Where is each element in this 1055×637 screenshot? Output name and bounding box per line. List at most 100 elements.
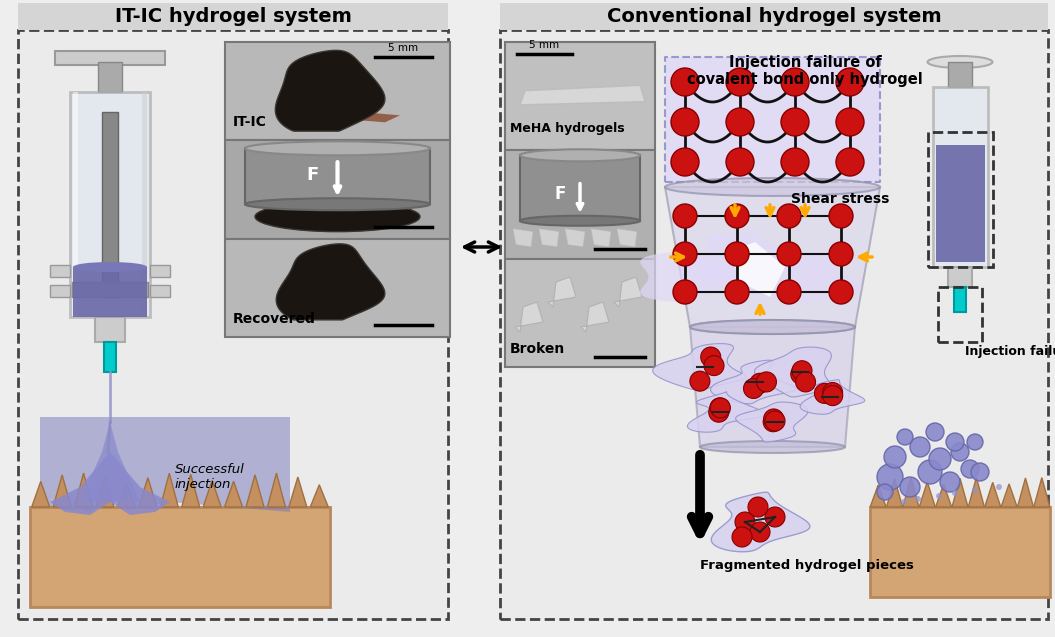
Polygon shape [640,252,738,302]
Text: Recovered: Recovered [233,312,315,326]
Bar [870,507,1050,597]
Ellipse shape [701,441,845,453]
Circle shape [781,108,809,136]
Ellipse shape [927,56,993,68]
Circle shape [929,448,951,470]
Ellipse shape [73,262,147,272]
Circle shape [996,484,1002,490]
Polygon shape [276,244,385,320]
Bar [505,150,655,259]
Circle shape [884,446,906,468]
Polygon shape [581,302,609,332]
Bar [30,507,330,607]
Circle shape [747,371,767,391]
Text: Shear stress: Shear stress [791,192,889,206]
Circle shape [776,242,801,266]
Polygon shape [711,492,810,552]
Circle shape [765,507,785,527]
Polygon shape [1001,484,1017,507]
Circle shape [725,242,749,266]
Text: 5 mm: 5 mm [529,40,559,50]
Circle shape [972,487,978,493]
Circle shape [781,68,809,96]
Circle shape [776,204,801,228]
Bar [55,51,165,65]
Ellipse shape [245,198,430,210]
Bar [933,87,987,267]
Polygon shape [160,473,178,507]
Circle shape [936,493,942,499]
Circle shape [673,242,697,266]
Polygon shape [735,402,808,442]
Polygon shape [204,480,222,507]
Bar [936,145,984,262]
Polygon shape [246,475,264,507]
Text: 5 mm: 5 mm [388,43,419,53]
Circle shape [901,499,907,505]
Circle shape [826,386,846,406]
Bar [150,265,170,277]
Polygon shape [886,478,902,507]
Circle shape [763,417,783,438]
Polygon shape [32,482,50,507]
Bar [938,287,982,342]
Circle shape [691,354,711,374]
Circle shape [695,357,715,377]
Polygon shape [225,482,243,507]
Circle shape [915,496,921,502]
Polygon shape [565,229,586,247]
Bar [665,57,880,182]
Polygon shape [617,229,637,247]
Text: Injection failure: Injection failure [965,345,1055,358]
Bar [225,42,450,140]
Circle shape [918,460,942,484]
Polygon shape [690,327,855,447]
Bar [142,92,147,317]
Circle shape [836,148,864,176]
Ellipse shape [520,149,640,161]
Polygon shape [96,477,114,507]
Ellipse shape [690,320,855,334]
Bar [18,30,448,619]
Bar [954,287,966,312]
Circle shape [900,477,920,497]
Circle shape [765,412,785,433]
Bar [948,267,972,287]
Bar [245,148,430,204]
Circle shape [671,148,699,176]
Bar [73,92,78,317]
Polygon shape [50,452,170,515]
Text: F: F [554,185,565,203]
Circle shape [725,280,749,304]
Circle shape [829,242,853,266]
Circle shape [940,472,960,492]
Circle shape [829,280,853,304]
Bar [18,3,448,30]
Polygon shape [710,360,797,404]
Polygon shape [730,242,785,297]
Bar [95,317,124,342]
Circle shape [789,362,809,382]
Circle shape [753,369,773,390]
Circle shape [764,412,784,432]
Bar [948,62,972,87]
Circle shape [836,108,864,136]
Polygon shape [1034,478,1050,507]
Bar [500,3,1048,30]
Circle shape [910,437,931,457]
Bar [225,239,450,337]
Polygon shape [267,473,286,507]
Circle shape [926,423,944,441]
Polygon shape [653,343,746,390]
Polygon shape [903,477,919,507]
Polygon shape [936,485,952,507]
Polygon shape [732,252,861,302]
Circle shape [821,388,841,408]
Text: Broken: Broken [510,342,565,356]
Polygon shape [665,187,880,327]
Circle shape [750,522,770,542]
Text: IT-IC: IT-IC [233,115,267,129]
Circle shape [836,68,864,96]
Circle shape [961,460,979,478]
Circle shape [877,484,893,500]
